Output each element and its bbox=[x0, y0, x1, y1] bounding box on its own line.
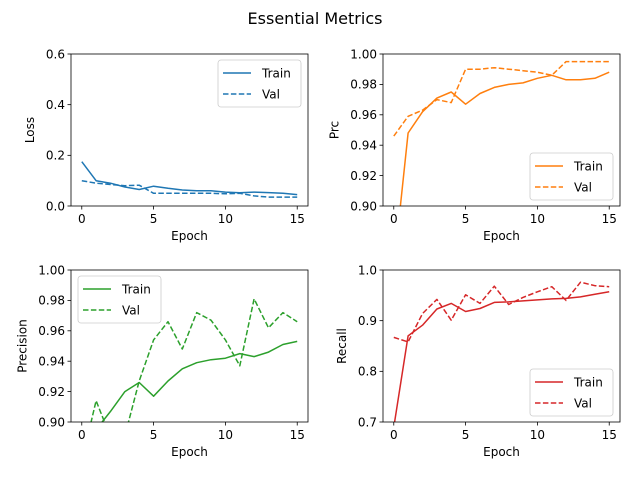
y-axis-label: Recall bbox=[335, 328, 349, 364]
y-tick-label: 0.4 bbox=[46, 98, 65, 112]
legend-label-train: Train bbox=[261, 67, 291, 81]
x-tick-label: 10 bbox=[530, 212, 545, 226]
subplot-prc: 0 5 10 15 0.90 0.92 0.94 0.96 0.98 1.00 Epoch Prc Tr… bbox=[328, 47, 621, 243]
x-tick-label: 0 bbox=[390, 428, 398, 442]
y-tick-label: 0.94 bbox=[350, 139, 377, 153]
y-tick-label: 0.94 bbox=[38, 355, 65, 369]
y-tick-label: 0.0 bbox=[46, 199, 65, 213]
legend-label-train: Train bbox=[573, 376, 603, 390]
x-tick-label: 5 bbox=[462, 428, 470, 442]
y-tick-label: 0.96 bbox=[350, 108, 377, 122]
axes-frame bbox=[70, 269, 309, 423]
y-tick-label: 0.98 bbox=[350, 78, 377, 92]
series-line-val bbox=[393, 281, 610, 343]
x-tick-label: 0 bbox=[390, 212, 398, 226]
x-tick-label: 15 bbox=[602, 428, 617, 442]
legend-label-val: Val bbox=[574, 397, 592, 411]
y-tick-label: 0.90 bbox=[38, 415, 65, 429]
y-axis-label: Loss bbox=[23, 117, 37, 143]
y-tick-label: 1.00 bbox=[38, 263, 65, 277]
subplot-loss: 0 5 10 15 0.0 0.2 0.4 0.6 Epoch Loss Train Val bbox=[23, 47, 309, 243]
figure-title: Essential Metrics bbox=[248, 9, 383, 28]
legend-label-val: Val bbox=[262, 88, 280, 102]
legend: Train Val bbox=[77, 275, 162, 324]
x-tick-label: 5 bbox=[150, 212, 158, 226]
x-tick-label: 0 bbox=[78, 428, 86, 442]
x-tick-label: 15 bbox=[602, 212, 617, 226]
series-line-val bbox=[81, 179, 298, 198]
legend: Train Val bbox=[529, 368, 614, 417]
series-line-train bbox=[393, 291, 610, 422]
legend-label-train: Train bbox=[121, 283, 151, 297]
y-axis-label: Precision bbox=[16, 319, 30, 373]
series-line-val bbox=[90, 298, 298, 422]
y-tick-label: 1.00 bbox=[350, 47, 377, 61]
legend-box bbox=[529, 368, 614, 417]
legend-label-val: Val bbox=[574, 181, 592, 195]
x-tick-label: 5 bbox=[462, 212, 470, 226]
legend-box bbox=[529, 152, 614, 201]
x-tick-label: 10 bbox=[218, 428, 233, 442]
x-tick-label: 0 bbox=[78, 212, 86, 226]
legend-box bbox=[77, 275, 162, 324]
legend-label-train: Train bbox=[573, 160, 603, 174]
x-axis-label: Epoch bbox=[483, 445, 520, 459]
x-tick-label: 15 bbox=[290, 428, 305, 442]
y-tick-label: 0.7 bbox=[358, 415, 377, 429]
series-line-val bbox=[393, 60, 610, 137]
legend: Train Val bbox=[217, 59, 302, 108]
x-tick-label: 10 bbox=[530, 428, 545, 442]
x-axis-label: Epoch bbox=[483, 229, 520, 243]
y-tick-label: 0.92 bbox=[38, 385, 65, 399]
x-axis-label: Epoch bbox=[171, 229, 208, 243]
series-line-train bbox=[101, 340, 298, 422]
x-tick-label: 10 bbox=[218, 212, 233, 226]
y-tick-label: 0.90 bbox=[350, 199, 377, 213]
y-tick-label: 0.9 bbox=[358, 314, 377, 328]
y-tick-label: 0.92 bbox=[350, 169, 377, 183]
x-axis-label: Epoch bbox=[171, 445, 208, 459]
x-tick-label: 15 bbox=[290, 212, 305, 226]
legend: Train Val bbox=[529, 152, 614, 201]
legend-box bbox=[217, 59, 302, 108]
x-tick-label: 5 bbox=[150, 428, 158, 442]
subplot-recall: 0 5 10 15 0.7 0.8 0.9 1.0 Epoch Recall Train Val bbox=[335, 263, 621, 459]
y-tick-label: 1.0 bbox=[358, 263, 377, 277]
legend-label-val: Val bbox=[122, 304, 140, 318]
y-tick-label: 0.96 bbox=[38, 324, 65, 338]
subplot-precision: 0 5 10 15 0.90 0.92 0.94 0.96 0.98 1.00 Epoch Preci… bbox=[16, 263, 309, 459]
axes-frame bbox=[70, 53, 309, 207]
y-tick-label: 0.98 bbox=[38, 294, 65, 308]
y-axis-label: Prc bbox=[328, 121, 342, 139]
axes-frame bbox=[382, 53, 621, 207]
series-line-train bbox=[81, 161, 298, 196]
y-tick-label: 0.8 bbox=[358, 365, 377, 379]
y-tick-label: 0.6 bbox=[46, 47, 65, 61]
axes-frame bbox=[382, 269, 621, 423]
y-tick-label: 0.2 bbox=[46, 149, 65, 163]
